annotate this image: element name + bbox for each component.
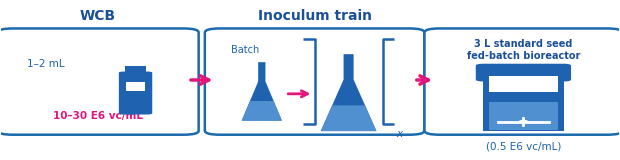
Bar: [489, 102, 557, 130]
Text: (0.5 E6 vc/mL): (0.5 E6 vc/mL): [485, 142, 561, 152]
FancyBboxPatch shape: [0, 28, 198, 135]
FancyBboxPatch shape: [205, 28, 425, 135]
Polygon shape: [321, 54, 376, 131]
Bar: [125, 66, 146, 73]
Text: Inoculum train: Inoculum train: [258, 9, 371, 23]
Circle shape: [519, 121, 528, 123]
Polygon shape: [242, 62, 282, 121]
FancyBboxPatch shape: [119, 72, 153, 115]
Text: WCB: WCB: [80, 9, 116, 23]
Text: 1–2 mL: 1–2 mL: [27, 59, 64, 69]
Text: 10–30 E6 vc/mL: 10–30 E6 vc/mL: [53, 111, 143, 121]
Bar: [489, 76, 557, 92]
Bar: [126, 82, 145, 91]
Polygon shape: [321, 105, 376, 131]
FancyBboxPatch shape: [425, 28, 620, 135]
Polygon shape: [242, 101, 282, 121]
Bar: [483, 75, 564, 131]
Text: x: x: [396, 129, 402, 139]
Text: Batch: Batch: [231, 45, 260, 55]
Text: 3 L standard seed
fed-batch bioreactor: 3 L standard seed fed-batch bioreactor: [467, 39, 580, 61]
FancyBboxPatch shape: [476, 64, 571, 81]
